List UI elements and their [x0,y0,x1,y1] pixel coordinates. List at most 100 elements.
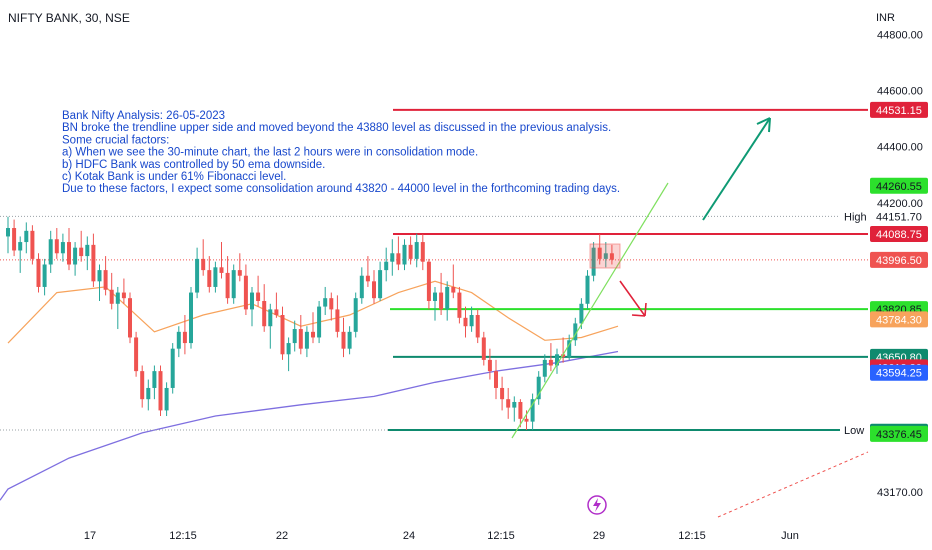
candle [158,365,163,417]
chart-title: NIFTY BANK, 30, NSE [8,11,130,25]
candle [182,315,187,355]
candle-body [463,317,468,327]
price-tag-label: 44260.55 [876,181,922,193]
candle-body [433,292,437,301]
candle-body [396,253,401,265]
flash-icon[interactable] [587,495,607,515]
candle-body [274,309,279,316]
candle [372,270,376,304]
y-tick-label: 44800.00 [877,29,923,41]
candle-body [24,230,29,243]
candle-body [170,348,175,388]
price-tag-bg [870,101,928,118]
candle [48,230,53,273]
candle-body [323,298,328,307]
candle [609,244,614,265]
note-line: Due to these factors, I expect some cons… [62,183,620,195]
candle-body [292,329,297,344]
candle [243,264,248,316]
candle-body [30,230,35,259]
candle-body [542,359,547,377]
candle-body [469,315,474,327]
candle-body [530,399,535,422]
candle [54,228,59,259]
candle-body [121,292,126,299]
candle-body [6,228,10,237]
candle [134,331,139,377]
candle-body [317,306,322,338]
price-tag-label: 43594.25 [876,368,922,380]
price-tag-bg [870,311,928,328]
candle-body [500,387,505,400]
candle [304,326,309,358]
time-axis[interactable]: 17 12:15 22 24 12:15 29 12:15 Jun [84,530,799,542]
candle-body [182,331,187,344]
candle-body [420,242,425,262]
ema-layer [0,280,619,501]
arrow-up-line [702,117,771,221]
x-tick-label: 29 [593,530,605,542]
candle-body [512,401,517,408]
y-tick-label: 44600.00 [877,86,923,98]
candle-body [158,371,163,411]
candle [176,326,181,358]
candle [237,253,242,282]
candle-body [268,309,273,327]
candle-body [390,253,395,262]
candle-body [603,253,608,259]
candle-body [134,337,139,372]
candle-body [54,239,59,254]
candle [170,343,175,394]
price-axis[interactable]: 44800.00 44600.00 44400.00 44200.00 43170.00 [877,29,923,498]
drawings-layer [511,117,869,518]
candle [420,234,425,271]
currency-label: INR [876,12,895,24]
price-tag: 43594.25 [870,364,928,381]
price-tag-bg [870,208,928,225]
ema50-line [7,280,619,344]
price-tag-prefix: Low [844,425,864,437]
candle [365,256,370,287]
candle-body [103,270,108,290]
candle [225,256,230,304]
candle-body [109,289,114,304]
candle [390,239,395,276]
x-tick-label: 24 [403,530,415,542]
note-line: b) HDFC Bank was controlled by 50 ema do… [62,159,325,171]
price-tag: 43376.45 [870,425,928,442]
candle-body [555,354,559,366]
candle [530,393,535,431]
candle-body [140,371,145,400]
candle [24,222,29,254]
candle-body [79,247,84,257]
note-line: a) When we see the 30-minute chart, the … [62,147,478,159]
candle [207,256,212,293]
candle [585,270,590,310]
candle-body [414,242,419,259]
candle [85,236,90,271]
price-tag-prefix: High [844,211,867,223]
candle-body [280,315,285,355]
candle-body [243,275,248,310]
candle [469,306,474,332]
candle [201,239,206,276]
candle-body [152,371,157,388]
candle [561,337,566,363]
candle-body [585,275,590,304]
candle [146,379,151,411]
projection-line [717,451,869,518]
candle-body [402,244,407,265]
candle-body [73,247,78,265]
candle-body [85,244,90,257]
ema200-line [0,350,619,501]
candle [250,286,254,327]
candle [97,264,102,301]
candle [555,348,559,374]
candle [512,396,517,422]
candle [115,286,120,330]
candle [262,284,267,332]
candle [439,272,444,316]
candle-body [329,298,334,310]
candle-body [372,281,376,299]
